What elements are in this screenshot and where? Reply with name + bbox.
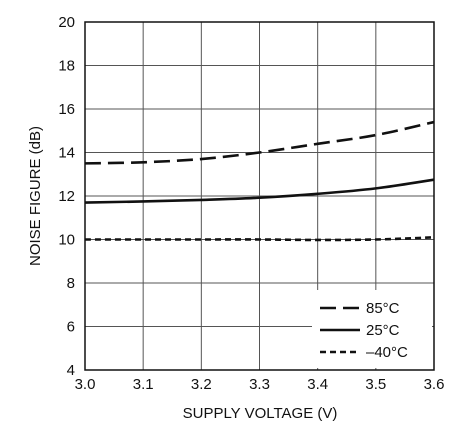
x-tick-labels: 3.0 3.1 3.2 3.3 3.4 3.5 3.6 [75,376,445,393]
x-tick-label: 3.0 [75,376,96,393]
legend-label: 85°C [366,300,400,317]
series-lines [84,120,435,242]
x-tick-label: 3.6 [424,376,445,393]
y-tick-label: 20 [58,14,75,31]
y-tick-labels: 4 6 8 10 12 14 16 18 20 [58,14,75,379]
x-tick-label: 3.3 [249,376,270,393]
x-tick-label: 3.4 [307,376,328,393]
series-line-1 [84,178,435,204]
y-tick-label: 18 [58,58,75,75]
x-tick-label: 3.1 [133,376,154,393]
y-tick-label: 4 [67,362,75,379]
y-tick-label: 10 [58,232,75,249]
plot-frame [84,21,435,371]
grid [85,22,434,370]
legend: 85°C 25°C –40°C [312,290,432,368]
y-axis-label: NOISE FIGURE (dB) [27,126,44,266]
legend-label: 25°C [366,322,400,339]
y-tick-label: 12 [58,188,75,205]
y-tick-label: 14 [58,145,75,162]
y-tick-label: 16 [58,101,75,118]
x-tick-label: 3.2 [191,376,212,393]
series-line-2 [84,236,435,242]
y-tick-label: 8 [67,275,75,292]
series-line-0 [84,120,435,165]
x-axis-label: SUPPLY VOLTAGE (V) [183,405,338,422]
y-tick-label: 6 [67,319,75,336]
x-tick-label: 3.5 [365,376,386,393]
legend-label: –40°C [366,344,408,361]
